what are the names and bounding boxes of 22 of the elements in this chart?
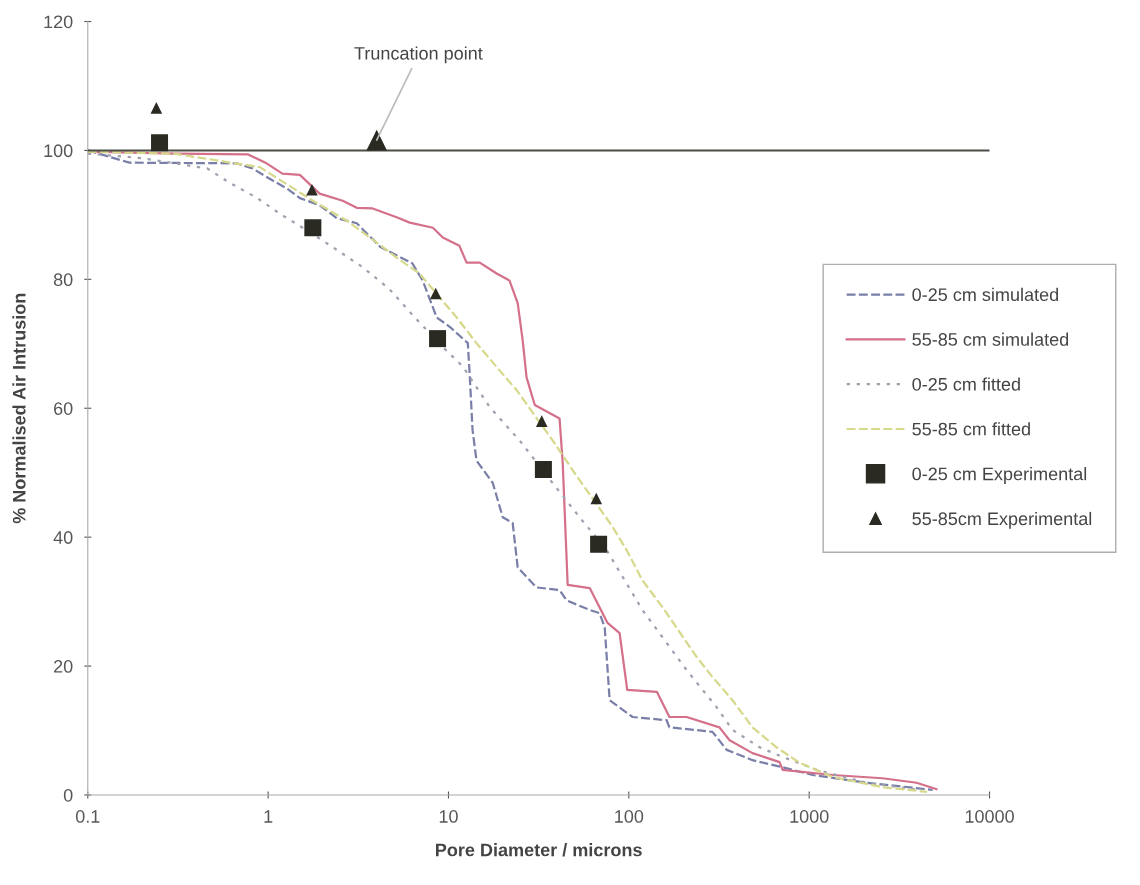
y-tick-label: 60 [54, 402, 73, 415]
annotation: Truncation point [354, 46, 483, 64]
y-tick-label: 40 [53, 531, 73, 544]
y-tick-label: 120 [44, 15, 73, 29]
legend-label: 0-25 cm Experimental [912, 467, 1087, 484]
x-tick-label: 1000 [790, 810, 829, 823]
y-tick-label: 0 [63, 788, 73, 802]
x-tick-label: 10000 [965, 810, 1014, 823]
legend-label: 55-85 cm fitted [912, 422, 1030, 436]
legend-label: 0-25 cm simulated [912, 287, 1059, 302]
legend-label: 55-85cm Experimental [912, 511, 1092, 529]
x-tick-label: 10 [439, 810, 458, 823]
y-tick-label: 20 [54, 660, 73, 673]
legend-label: 55-85 cm simulated [912, 332, 1069, 346]
x-tick-label: 0.1 [75, 810, 100, 823]
x-axis-title: Pore Diameter / microns [436, 843, 642, 857]
x-tick-label: 100 [615, 810, 644, 823]
x-tick-label: 1 [264, 810, 273, 823]
y-tick-label: 80 [53, 273, 73, 287]
legend-label: 0-25 cm fitted [912, 377, 1020, 391]
y-tick-label: 100 [44, 144, 73, 158]
y-axis-title: % Normalised Air Intrusion [12, 293, 26, 524]
